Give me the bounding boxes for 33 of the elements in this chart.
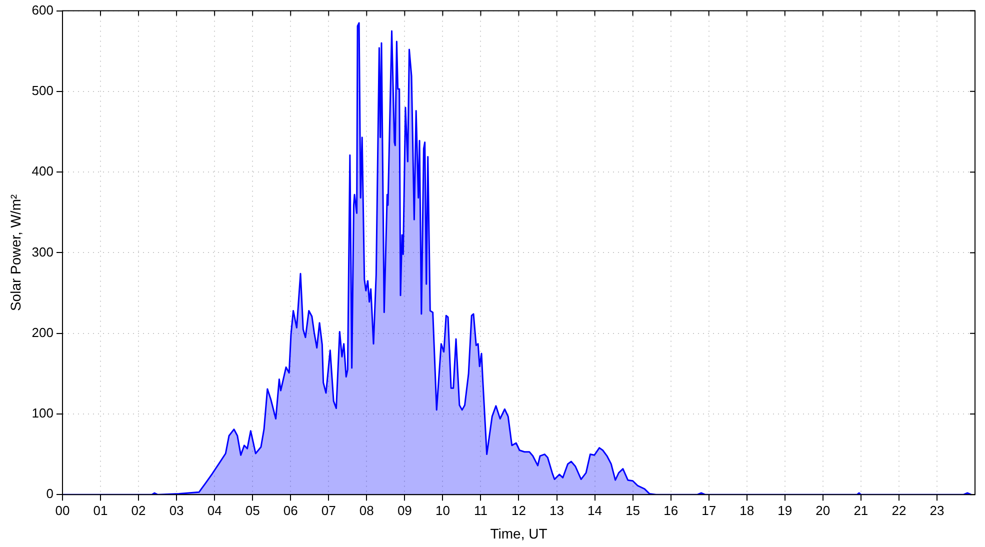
x-tick-label: 22 xyxy=(892,502,906,518)
x-tick-label: 02 xyxy=(131,502,146,518)
x-tick-label: 23 xyxy=(930,502,944,518)
x-tick-label: 03 xyxy=(169,502,184,518)
y-tick-label: 600 xyxy=(32,2,54,18)
x-tick-label: 21 xyxy=(854,502,868,518)
x-tick-label: 12 xyxy=(512,502,526,518)
y-tick-label: 500 xyxy=(32,83,54,98)
y-tick-label: 300 xyxy=(32,244,54,260)
x-tick-label: 20 xyxy=(816,502,830,518)
x-tick-label: 10 xyxy=(435,502,450,518)
x-tick-label: 04 xyxy=(207,502,222,518)
x-tick-label: 05 xyxy=(245,502,260,518)
x-tick-label: 16 xyxy=(664,502,678,518)
x-tick-label: 15 xyxy=(626,502,640,518)
x-tick-label: 13 xyxy=(550,502,564,518)
x-tick-label: 09 xyxy=(397,502,412,518)
x-tick-label: 18 xyxy=(740,502,754,518)
x-tick-label: 01 xyxy=(93,502,108,518)
y-tick-label: 0 xyxy=(46,486,54,502)
x-tick-label: 06 xyxy=(283,502,298,518)
x-tick-label: 11 xyxy=(474,502,488,518)
y-tick-label: 400 xyxy=(32,164,54,179)
y-tick-label: 100 xyxy=(32,406,54,421)
y-tick-label: 200 xyxy=(32,324,54,340)
x-tick-label: 14 xyxy=(588,502,602,518)
x-tick-label: 00 xyxy=(55,502,70,518)
y-axis-title: Solar Power, W/m² xyxy=(7,194,24,312)
x-tick-label: 17 xyxy=(702,502,716,518)
x-tick-label: 07 xyxy=(321,502,336,518)
x-axis-title: Time, UT xyxy=(490,525,548,542)
x-tick-label: 19 xyxy=(778,502,792,518)
x-tick-label: 08 xyxy=(359,502,374,518)
